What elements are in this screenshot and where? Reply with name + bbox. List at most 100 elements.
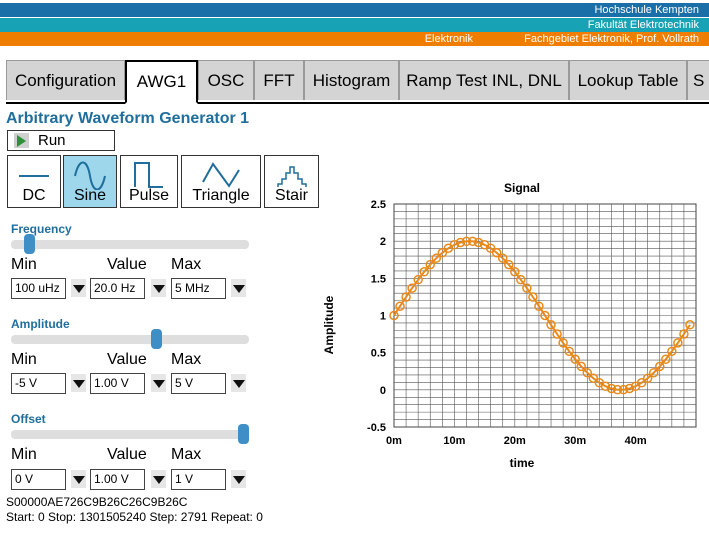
data-point [540, 310, 550, 321]
header-bar-faculty: Fakultät Elektrotechnik [0, 18, 709, 32]
tab-osc[interactable]: OSC [198, 60, 254, 100]
y-tick-label: 2 [380, 236, 386, 248]
offset-value-dropdown[interactable] [151, 470, 166, 488]
data-point [534, 301, 544, 311]
waveform-sine-button[interactable]: Sine [63, 155, 117, 208]
data-point [685, 320, 695, 330]
data-point [576, 361, 586, 372]
sequence-code: S00000AE726C9B26C26C9B26C [6, 495, 188, 509]
frequency-max-field[interactable]: 5 MHz [171, 278, 226, 299]
data-point [612, 384, 623, 395]
data-point [546, 320, 556, 330]
run-label: Run [38, 132, 66, 149]
frequency-max-header: Max [171, 256, 202, 273]
y-tick-label: 1 [380, 311, 386, 323]
offset-max-field[interactable]: 1 V [171, 469, 226, 490]
faculty-name: Fakultät Elektrotechnik [587, 19, 699, 31]
amplitude-min-dropdown[interactable] [71, 374, 86, 392]
amplitude-min-header: Min [11, 351, 37, 368]
amplitude-slider-thumb[interactable] [151, 329, 163, 349]
amplitude-max-field[interactable]: 5 V [171, 373, 226, 394]
tab-ramp-test[interactable]: Ramp Test INL, DNL [399, 60, 569, 100]
data-point [401, 292, 411, 302]
amplitude-slider[interactable] [11, 329, 249, 349]
data-point [564, 346, 574, 357]
waveform-sine-label: Sine [73, 187, 107, 204]
y-tick-label: 0 [380, 385, 386, 397]
signal-chart: Signal time Amplitude 2.5 2 1.5 1 0.5 0 -0.50m… [322, 181, 697, 470]
frequency-min-field[interactable]: 100 uHz [11, 278, 66, 299]
data-point [667, 346, 677, 357]
header-bar-university: Hochschule Kempten [0, 3, 709, 17]
data-point [624, 383, 635, 394]
amplitude-label: Amplitude [11, 317, 70, 331]
stair-icon [276, 166, 307, 187]
data-point [558, 338, 568, 348]
offset-value-header: Value [107, 446, 147, 463]
waveform-stair-button[interactable]: Stair [264, 155, 319, 208]
tab-histogram[interactable]: Histogram [304, 60, 399, 100]
waveform-triangle-label: Triangle [192, 187, 250, 204]
offset-slider-thumb[interactable] [238, 424, 249, 444]
frequency-value-header: Value [107, 256, 147, 273]
chart-title: Signal [504, 181, 540, 195]
x-tick-label: 30m [564, 435, 586, 447]
tab-lookup-table[interactable]: Lookup Table [569, 60, 687, 100]
data-point [552, 329, 562, 339]
waveform-pulse-button[interactable]: Pulse [120, 155, 178, 208]
chart-series [389, 236, 695, 395]
tab-s[interactable]: S [687, 60, 709, 100]
y-tick-label: -0.5 [367, 422, 386, 434]
amplitude-value-field[interactable]: 1.00 V [90, 373, 145, 394]
data-point [648, 368, 659, 378]
amplitude-value-dropdown[interactable] [151, 374, 166, 392]
data-point [510, 267, 520, 277]
frequency-value-field[interactable]: 20.0 Hz [90, 278, 145, 299]
offset-max-dropdown[interactable] [231, 470, 246, 488]
sine-icon [74, 161, 106, 190]
header-bar-department: Elektronik Fachgebiet Elektronik, Prof. … [0, 32, 709, 46]
offset-max-header: Max [171, 446, 202, 463]
frequency-slider-thumb[interactable] [23, 234, 35, 254]
data-point [673, 338, 683, 348]
tab-configuration[interactable]: Configuration [6, 60, 125, 100]
waveform-triangle-button[interactable]: Triangle [181, 155, 261, 208]
frequency-label: Frequency [11, 222, 72, 236]
data-point [467, 236, 478, 247]
data-point [461, 236, 472, 247]
offset-min-dropdown[interactable] [71, 470, 86, 488]
run-button[interactable]: Run [7, 130, 115, 151]
frequency-value-dropdown[interactable] [151, 279, 166, 297]
frequency-max-dropdown[interactable] [231, 279, 246, 297]
data-point [600, 381, 611, 391]
play-icon [17, 135, 26, 147]
amplitude-value-header: Value [107, 351, 147, 368]
offset-slider[interactable] [11, 424, 249, 444]
data-point [655, 361, 665, 372]
waveform-dc-button[interactable]: DC [7, 155, 61, 208]
x-tick-label: 10m [443, 435, 465, 447]
data-point [504, 259, 514, 270]
chart-xlabel: time [510, 456, 535, 470]
series-line [393, 240, 691, 391]
tab-fft[interactable]: FFT [254, 60, 304, 100]
amplitude-max-dropdown[interactable] [231, 374, 246, 392]
page-title: Arbitrary Waveform Generator 1 [6, 110, 250, 127]
data-point [606, 383, 617, 394]
frequency-slider[interactable] [11, 234, 249, 254]
frequency-min-dropdown[interactable] [71, 279, 86, 297]
amplitude-min-field[interactable]: -5 V [11, 373, 66, 394]
offset-value-field[interactable]: 1.00 V [90, 469, 145, 490]
y-tick-label: 2.5 [371, 199, 386, 211]
waveform-pulse-label: Pulse [128, 187, 170, 204]
data-point [395, 301, 405, 311]
tab-awg1[interactable]: AWG1 [125, 60, 198, 104]
triangle-icon [202, 162, 240, 188]
frequency-min-header: Min [11, 256, 37, 273]
data-point [437, 248, 448, 258]
data-point [425, 259, 435, 270]
y-tick-label: 1.5 [371, 273, 386, 285]
data-point [449, 240, 460, 250]
offset-min-field[interactable]: 0 V [11, 469, 66, 490]
waveform-dc-label: DC [22, 187, 46, 204]
